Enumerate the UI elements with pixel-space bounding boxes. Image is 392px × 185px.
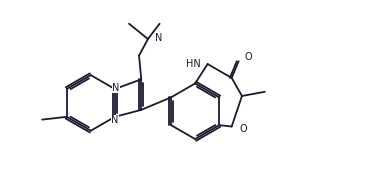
Text: O: O xyxy=(245,52,252,62)
Text: N: N xyxy=(111,115,118,125)
Text: N: N xyxy=(155,33,162,43)
Text: HN: HN xyxy=(186,59,201,69)
Text: N: N xyxy=(112,83,120,93)
Text: O: O xyxy=(240,124,247,134)
